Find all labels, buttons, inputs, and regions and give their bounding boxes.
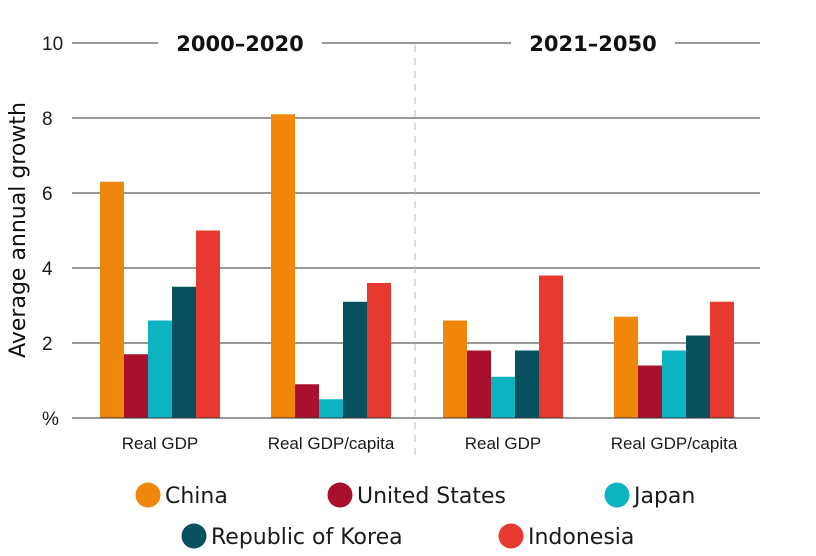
legend-swatch — [135, 482, 161, 508]
bar — [614, 316, 638, 418]
bar — [467, 350, 491, 418]
y-tick-label: 2 — [42, 334, 53, 355]
bar — [662, 350, 686, 418]
y-axis-label: Average annual growth — [6, 102, 31, 358]
period-label: 2021–2050 — [529, 32, 656, 56]
y-tick-label: 4 — [42, 259, 53, 280]
bars — [100, 114, 734, 418]
y-tick-label: 8 — [42, 109, 53, 130]
x-tick-label: Real GDP — [465, 434, 542, 453]
legend-swatch — [327, 482, 353, 508]
bar — [686, 335, 710, 418]
bar — [271, 114, 295, 418]
legend-label: Indonesia — [528, 525, 634, 550]
bar — [443, 320, 467, 418]
legend: China United States Japan Republic of Korea… — [135, 482, 695, 550]
bar — [148, 320, 172, 418]
bar — [491, 376, 515, 418]
legend-label: Japan — [632, 484, 695, 509]
legend-label: United States — [357, 484, 506, 509]
grid — [72, 42, 760, 344]
y-tick-label: 10 — [42, 34, 63, 55]
y-unit-label: % — [42, 409, 59, 430]
bar — [319, 399, 343, 418]
bar — [539, 275, 563, 418]
legend-label: China — [165, 484, 228, 509]
bar — [710, 301, 734, 418]
period-label: 2000–2020 — [176, 32, 303, 56]
legend-swatch — [181, 523, 207, 549]
bar — [367, 283, 391, 418]
axes: 2 4 6 8 10% 2000–2020 2021–2050 Real GDP Real GD… — [42, 32, 760, 455]
bar — [196, 230, 220, 418]
legend-swatch — [498, 523, 524, 549]
bar — [295, 384, 319, 418]
legend-swatch — [604, 482, 630, 508]
x-tick-label: Real GDP — [122, 434, 199, 453]
bar — [172, 286, 196, 418]
bar — [638, 365, 662, 418]
bar — [343, 301, 367, 418]
x-tick-label: Real GDP/capita — [268, 434, 395, 453]
bar — [515, 350, 539, 418]
bar — [124, 354, 148, 418]
bar — [100, 181, 124, 418]
y-tick-label: 6 — [42, 184, 53, 205]
x-tick-label: Real GDP/capita — [611, 434, 738, 453]
legend-label: Republic of Korea — [211, 525, 403, 550]
